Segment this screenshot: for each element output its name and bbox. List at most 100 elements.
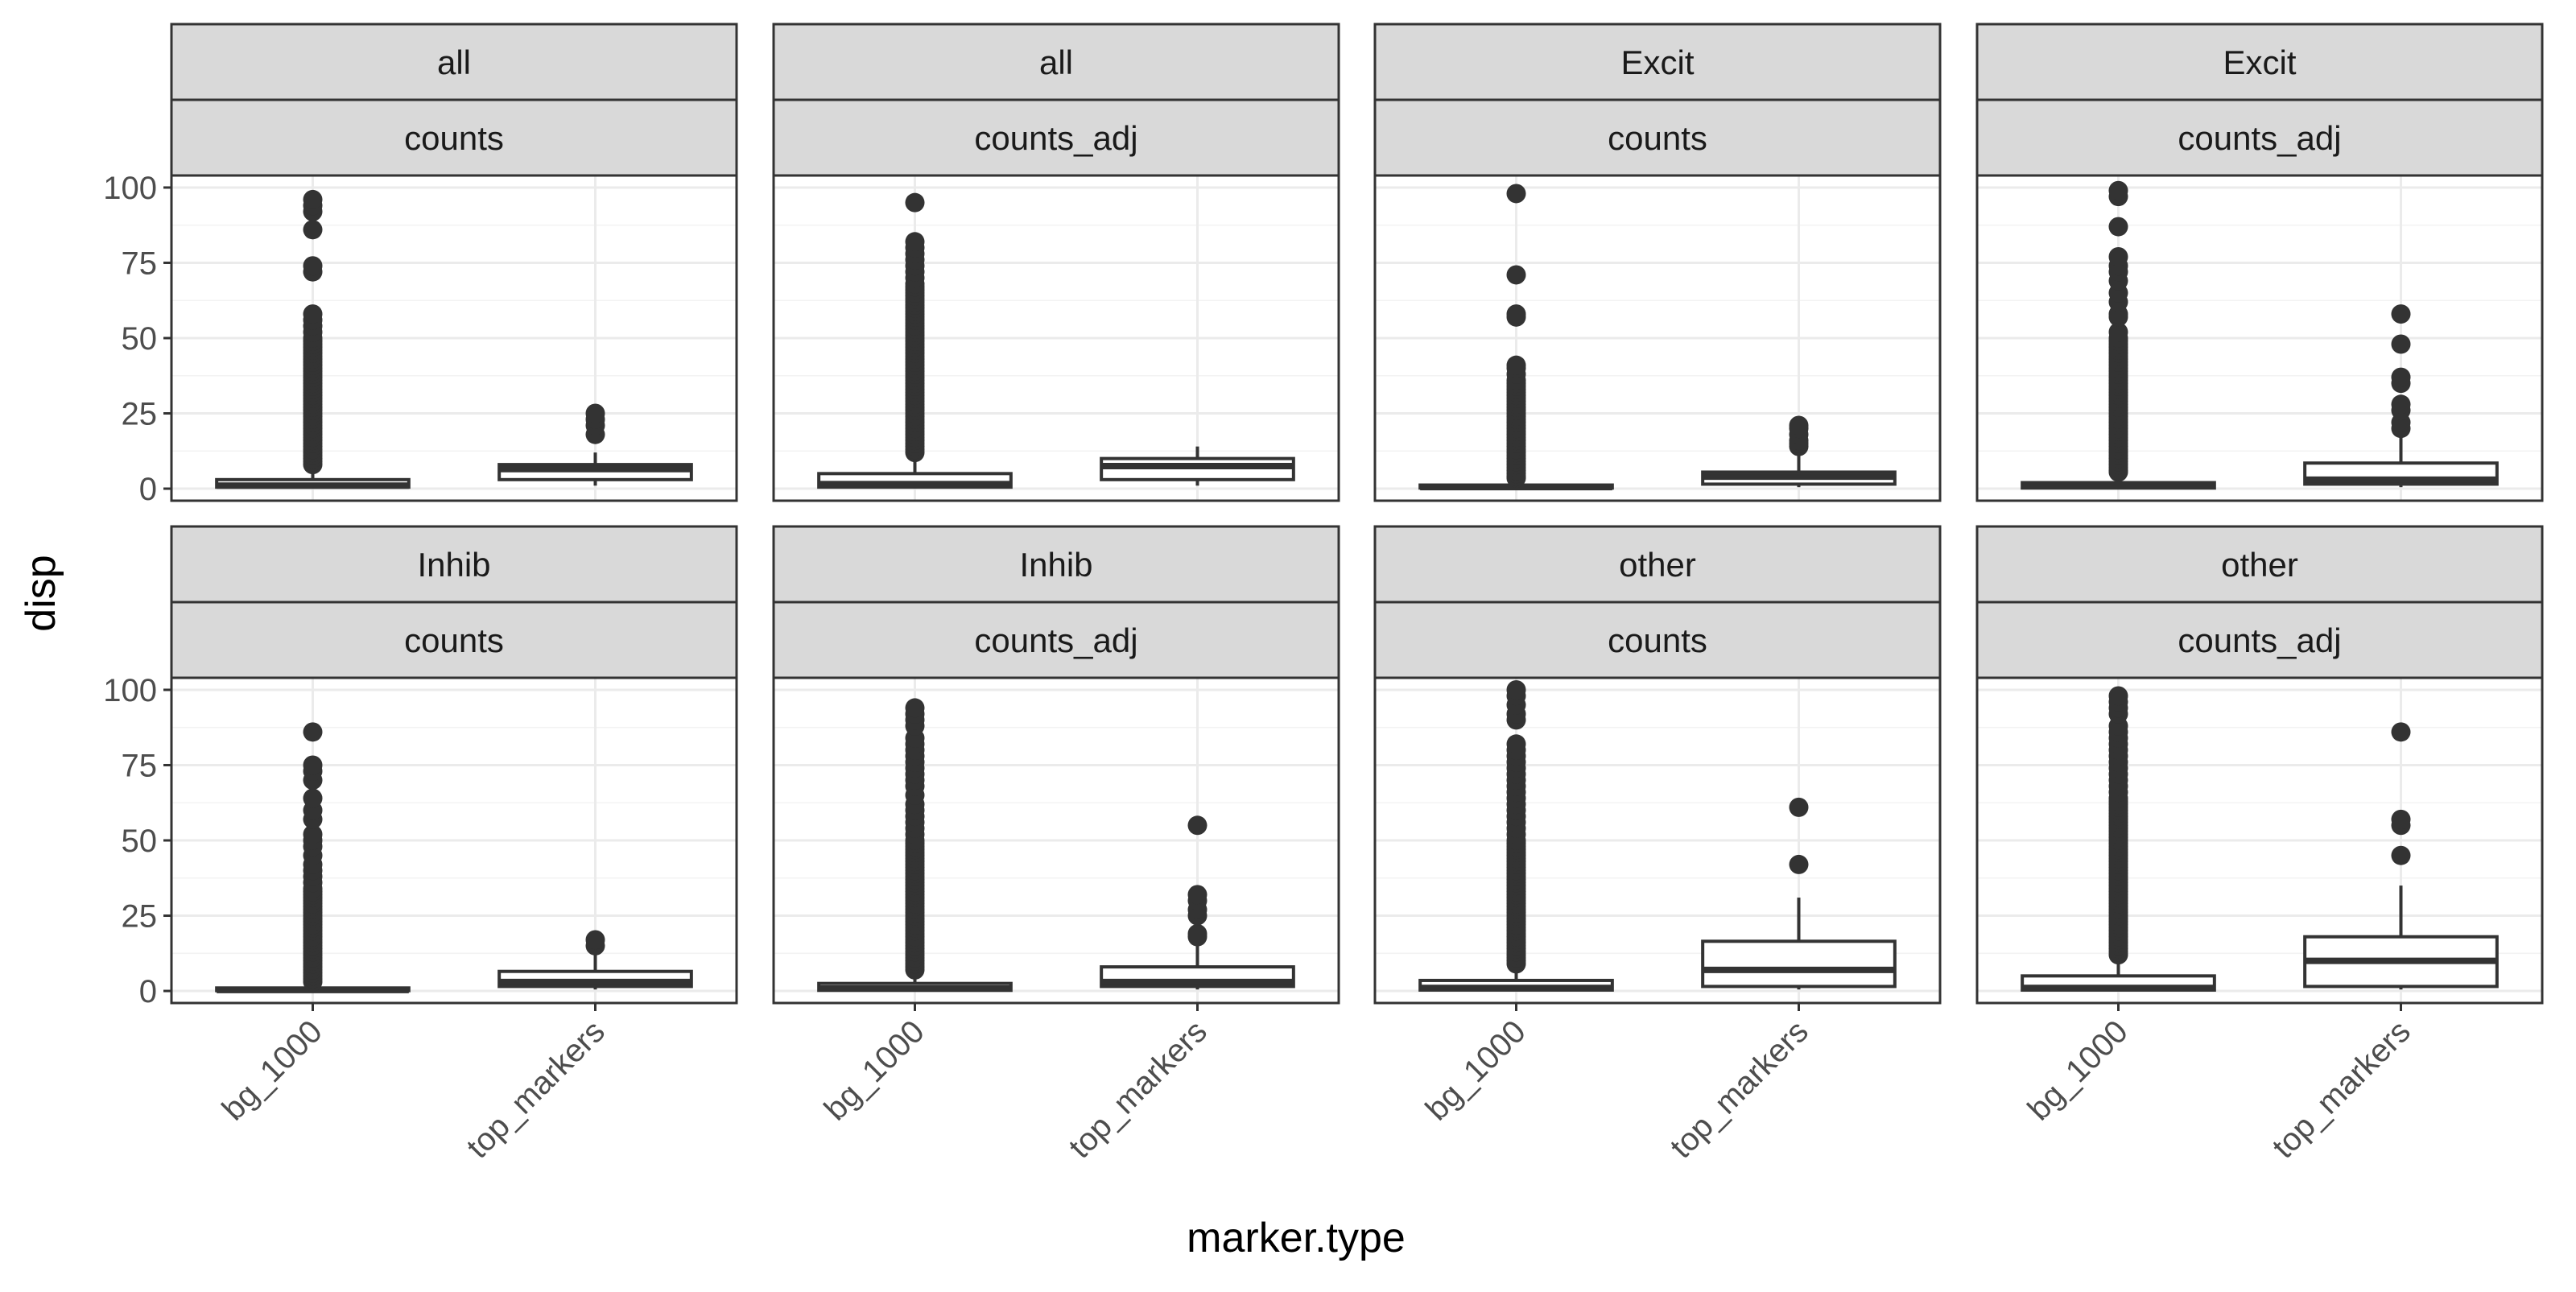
- box-bg_1000: [817, 192, 1013, 489]
- outlier-point: [303, 755, 323, 775]
- box-bg_1000: [215, 189, 411, 489]
- facet-panel: all counts_adj: [772, 23, 1340, 502]
- facet-panel: Excit counts: [1373, 23, 1942, 502]
- outlier-point: [1789, 854, 1809, 874]
- panel-border: [1373, 676, 1942, 1005]
- facet-panel: Excit counts_adj: [1975, 23, 2544, 502]
- outlier-point: [1187, 885, 1208, 905]
- outlier-point: [2391, 845, 2411, 865]
- panel-border: [1373, 174, 1942, 502]
- facet-strip-bottom-label: counts: [1608, 621, 1707, 659]
- outlier-point: [905, 698, 925, 718]
- outlier-point: [1187, 923, 1208, 943]
- outlier-point: [303, 220, 323, 240]
- outlier-point: [303, 189, 323, 209]
- facet-strip-top-label: Inhib: [1019, 546, 1092, 584]
- facet-strip-top-label: other: [1619, 546, 1696, 584]
- outlier-point: [2108, 247, 2128, 266]
- outlier-point: [1187, 815, 1208, 836]
- facet-panel: all counts 0 25 50 75 100: [103, 23, 738, 507]
- facet-strip-top: [170, 525, 738, 604]
- box-top_markers: [2303, 722, 2499, 990]
- outlier-point: [303, 824, 323, 844]
- facet-strip-top: [1373, 525, 1942, 604]
- box-top_markers: [497, 930, 693, 990]
- y-tick-label: 100: [103, 673, 157, 708]
- outlier-point: [1789, 415, 1809, 435]
- outlier-point: [1506, 679, 1526, 700]
- facet-strip-bottom-label: counts_adj: [2178, 621, 2341, 659]
- outlier-point: [303, 256, 323, 276]
- facet-strip-top-label: all: [1039, 43, 1073, 81]
- facet-strip-bottom-label: counts_adj: [974, 621, 1137, 659]
- x-axis-title: marker.type: [1187, 1215, 1406, 1261]
- panel-border: [772, 676, 1340, 1005]
- facet-strip-top: [170, 23, 738, 101]
- outlier-point: [585, 930, 605, 950]
- outlier-point: [1506, 265, 1526, 285]
- box-top_markers: [1701, 797, 1897, 990]
- facet-strip-bottom-label: counts: [404, 621, 504, 659]
- facet-strip-bottom: [170, 601, 738, 679]
- panel-border: [1975, 174, 2544, 502]
- box-bg_1000: [215, 722, 411, 993]
- box-top_markers: [1100, 446, 1295, 486]
- outlier-point: [303, 304, 323, 324]
- facet-strip-bottom: [1975, 601, 2544, 679]
- panel-border: [1975, 676, 2544, 1005]
- y-tick-label: 50: [122, 321, 158, 357]
- box-top_markers: [1100, 815, 1295, 990]
- facet-strip-top: [772, 525, 1340, 604]
- facet-strip-bottom-label: counts: [1608, 119, 1707, 157]
- outlier-point: [2108, 180, 2128, 200]
- y-tick-label: 75: [122, 748, 158, 783]
- facet-strip-top-label: all: [437, 43, 471, 81]
- box-bg_1000: [817, 698, 1013, 993]
- outlier-point: [905, 232, 925, 252]
- box-top_markers: [497, 403, 693, 486]
- facet-strip-top-label: Excit: [2223, 43, 2296, 81]
- y-axis-title: disp: [18, 555, 64, 631]
- outlier-point: [2391, 809, 2411, 829]
- facet-strip-top: [1975, 23, 2544, 101]
- outlier-point: [303, 722, 323, 742]
- outlier-point: [2391, 334, 2411, 354]
- box-bg_1000: [1418, 184, 1614, 491]
- y-tick-label: 0: [139, 974, 157, 1009]
- facet-strip-bottom-label: counts: [404, 119, 504, 157]
- y-tick-label: 0: [139, 472, 157, 507]
- facet-strip-top-label: Inhib: [417, 546, 490, 584]
- outlier-point: [1506, 734, 1526, 754]
- facet-strip-bottom-label: counts_adj: [974, 119, 1137, 157]
- facet-strip-bottom: [1373, 601, 1942, 679]
- box-top_markers: [1701, 415, 1897, 488]
- outlier-point: [1506, 184, 1526, 204]
- facet-strip-bottom: [170, 98, 738, 177]
- outlier-point: [2391, 722, 2411, 742]
- facet-strip-bottom: [1373, 98, 1942, 177]
- outlier-point: [1789, 797, 1809, 817]
- facet-strip-top: [1975, 525, 2544, 604]
- panel-border: [772, 174, 1340, 502]
- y-tick-label: 75: [122, 246, 158, 281]
- outlier-point: [2108, 686, 2128, 706]
- outlier-point: [2108, 322, 2128, 342]
- y-tick-label: 50: [122, 823, 158, 859]
- outlier-point: [2391, 304, 2411, 324]
- y-tick-label: 25: [122, 899, 158, 935]
- y-tick-label: 25: [122, 397, 158, 432]
- facet-strip-bottom-label: counts_adj: [2178, 119, 2341, 157]
- box-bg_1000: [2021, 180, 2216, 490]
- y-tick-label: 100: [103, 171, 157, 206]
- box-top_markers: [2303, 304, 2499, 488]
- outlier-point: [2391, 394, 2411, 415]
- facet-strip-bottom: [772, 601, 1340, 679]
- box-bg_1000: [2021, 686, 2216, 992]
- outlier-point: [585, 403, 605, 423]
- outlier-point: [1506, 355, 1526, 375]
- outlier-point: [2108, 217, 2128, 237]
